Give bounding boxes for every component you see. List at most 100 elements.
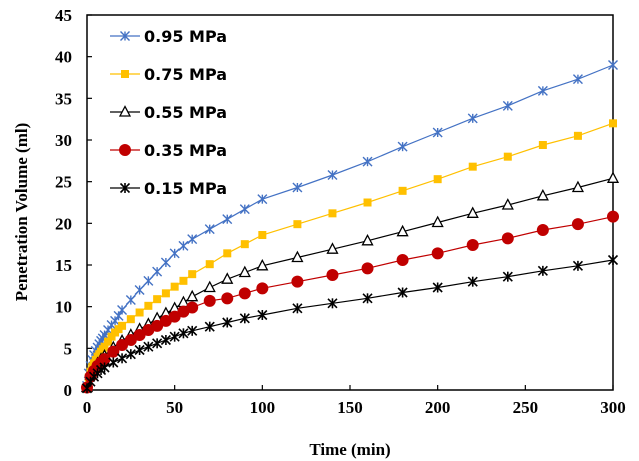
data-point <box>606 171 620 183</box>
data-point <box>134 285 145 295</box>
data-point <box>222 317 233 328</box>
data-point <box>125 295 136 305</box>
x-tick-label: 200 <box>425 398 451 417</box>
data-point <box>124 334 137 346</box>
data-point <box>291 250 304 263</box>
data-point <box>169 248 180 259</box>
y-tick-label: 35 <box>55 89 72 108</box>
y-tick-label: 20 <box>55 214 72 233</box>
data-point <box>152 266 163 277</box>
data-point <box>108 357 119 368</box>
data-point <box>221 272 234 284</box>
y-tick-label: 30 <box>55 131 72 150</box>
data-point <box>468 162 477 171</box>
data-point <box>203 294 216 307</box>
series-0-35-mpa <box>81 210 619 394</box>
data-point <box>432 127 443 138</box>
x-tick-label: 100 <box>250 398 276 417</box>
data-point <box>117 305 128 315</box>
data-point <box>187 325 198 336</box>
data-point <box>100 342 109 351</box>
data-point <box>238 287 251 300</box>
data-point <box>256 282 269 295</box>
series-0-15-mpa <box>81 254 619 394</box>
data-point <box>398 186 407 195</box>
series-line <box>86 122 614 388</box>
data-point <box>161 289 170 298</box>
series-0-75-mpa <box>83 119 617 392</box>
data-point <box>432 282 443 293</box>
data-point <box>397 141 408 152</box>
data-point <box>362 293 373 304</box>
data-point <box>327 170 338 180</box>
data-point <box>361 233 374 246</box>
legend-entry: 0.95 MPa <box>110 27 227 46</box>
data-point <box>203 280 216 293</box>
data-point <box>118 321 127 330</box>
y-tick-label: 25 <box>55 173 72 192</box>
data-point <box>466 239 479 251</box>
data-point <box>501 198 514 210</box>
y-tick-label: 40 <box>55 48 72 67</box>
data-point <box>573 131 582 140</box>
data-point <box>107 345 120 358</box>
y-tick-label: 45 <box>55 6 72 25</box>
data-point <box>126 315 135 324</box>
legend-marker <box>120 31 130 41</box>
data-point <box>571 180 585 193</box>
legend-marker <box>119 182 131 194</box>
data-point <box>397 287 408 298</box>
y-axis-title: Penetration Volume (ml) <box>12 123 31 301</box>
data-point <box>152 338 163 349</box>
x-axis-title: Time (min) <box>309 440 390 459</box>
data-point <box>239 313 250 324</box>
data-point <box>502 100 513 111</box>
data-point <box>431 215 444 228</box>
data-point <box>257 194 268 205</box>
data-point <box>291 275 304 288</box>
data-point <box>160 334 171 346</box>
data-point <box>116 339 129 351</box>
data-point <box>186 301 199 314</box>
data-point <box>536 224 549 236</box>
data-point <box>256 258 269 271</box>
data-point <box>170 282 179 291</box>
data-point <box>98 353 111 366</box>
data-point <box>292 303 303 314</box>
data-point <box>160 257 171 268</box>
data-point <box>607 254 619 266</box>
data-point <box>240 240 249 249</box>
data-point <box>607 210 619 223</box>
data-point <box>292 182 303 193</box>
x-tick-label: 300 <box>600 398 626 417</box>
data-point <box>135 308 144 317</box>
data-point <box>169 331 180 342</box>
data-point <box>187 234 198 245</box>
data-point <box>293 220 302 229</box>
data-point <box>222 214 233 225</box>
x-tick-label: 150 <box>337 398 363 417</box>
data-point <box>502 271 513 282</box>
data-point <box>258 231 267 239</box>
legend-entry: 0.35 MPa <box>110 141 227 160</box>
series-layer <box>80 60 620 394</box>
data-point <box>104 337 113 346</box>
data-point <box>99 362 110 373</box>
data-point <box>143 341 154 352</box>
data-point <box>125 349 136 360</box>
legend-label: 0.55 MPa <box>144 103 227 122</box>
data-point <box>257 309 268 321</box>
data-point <box>571 218 584 231</box>
y-tick-label: 0 <box>64 381 73 400</box>
data-point <box>328 209 337 218</box>
legend-label: 0.15 MPa <box>144 179 227 198</box>
data-point <box>133 329 146 341</box>
legend-label: 0.35 MPa <box>144 141 227 160</box>
data-point <box>117 353 128 364</box>
data-point <box>433 175 442 184</box>
data-point <box>326 269 339 281</box>
data-point <box>188 270 197 279</box>
legend-entry: 0.15 MPa <box>110 179 227 198</box>
data-point <box>396 254 409 266</box>
